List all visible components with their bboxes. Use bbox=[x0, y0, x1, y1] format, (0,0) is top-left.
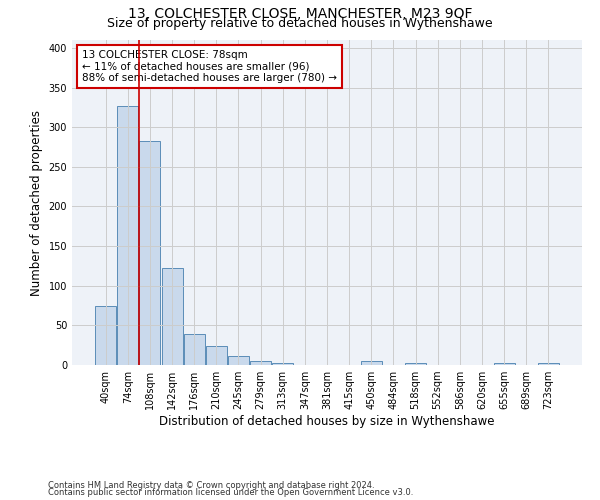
Bar bbox=[206, 346, 227, 365]
X-axis label: Distribution of detached houses by size in Wythenshawe: Distribution of detached houses by size … bbox=[159, 415, 495, 428]
Bar bbox=[538, 362, 559, 365]
Text: Contains public sector information licensed under the Open Government Licence v3: Contains public sector information licen… bbox=[48, 488, 413, 497]
Bar bbox=[139, 140, 160, 365]
Bar bbox=[250, 361, 271, 365]
Bar bbox=[494, 362, 515, 365]
Bar bbox=[228, 356, 249, 365]
Bar bbox=[405, 362, 426, 365]
Bar bbox=[95, 306, 116, 365]
Text: Size of property relative to detached houses in Wythenshawe: Size of property relative to detached ho… bbox=[107, 18, 493, 30]
Bar bbox=[161, 268, 182, 365]
Bar bbox=[361, 361, 382, 365]
Text: 13, COLCHESTER CLOSE, MANCHESTER, M23 9QF: 13, COLCHESTER CLOSE, MANCHESTER, M23 9Q… bbox=[128, 8, 472, 22]
Bar bbox=[272, 362, 293, 365]
Bar bbox=[184, 334, 205, 365]
Text: Contains HM Land Registry data © Crown copyright and database right 2024.: Contains HM Land Registry data © Crown c… bbox=[48, 480, 374, 490]
Text: 13 COLCHESTER CLOSE: 78sqm
← 11% of detached houses are smaller (96)
88% of semi: 13 COLCHESTER CLOSE: 78sqm ← 11% of deta… bbox=[82, 50, 337, 83]
Bar bbox=[118, 106, 139, 365]
Y-axis label: Number of detached properties: Number of detached properties bbox=[30, 110, 43, 296]
